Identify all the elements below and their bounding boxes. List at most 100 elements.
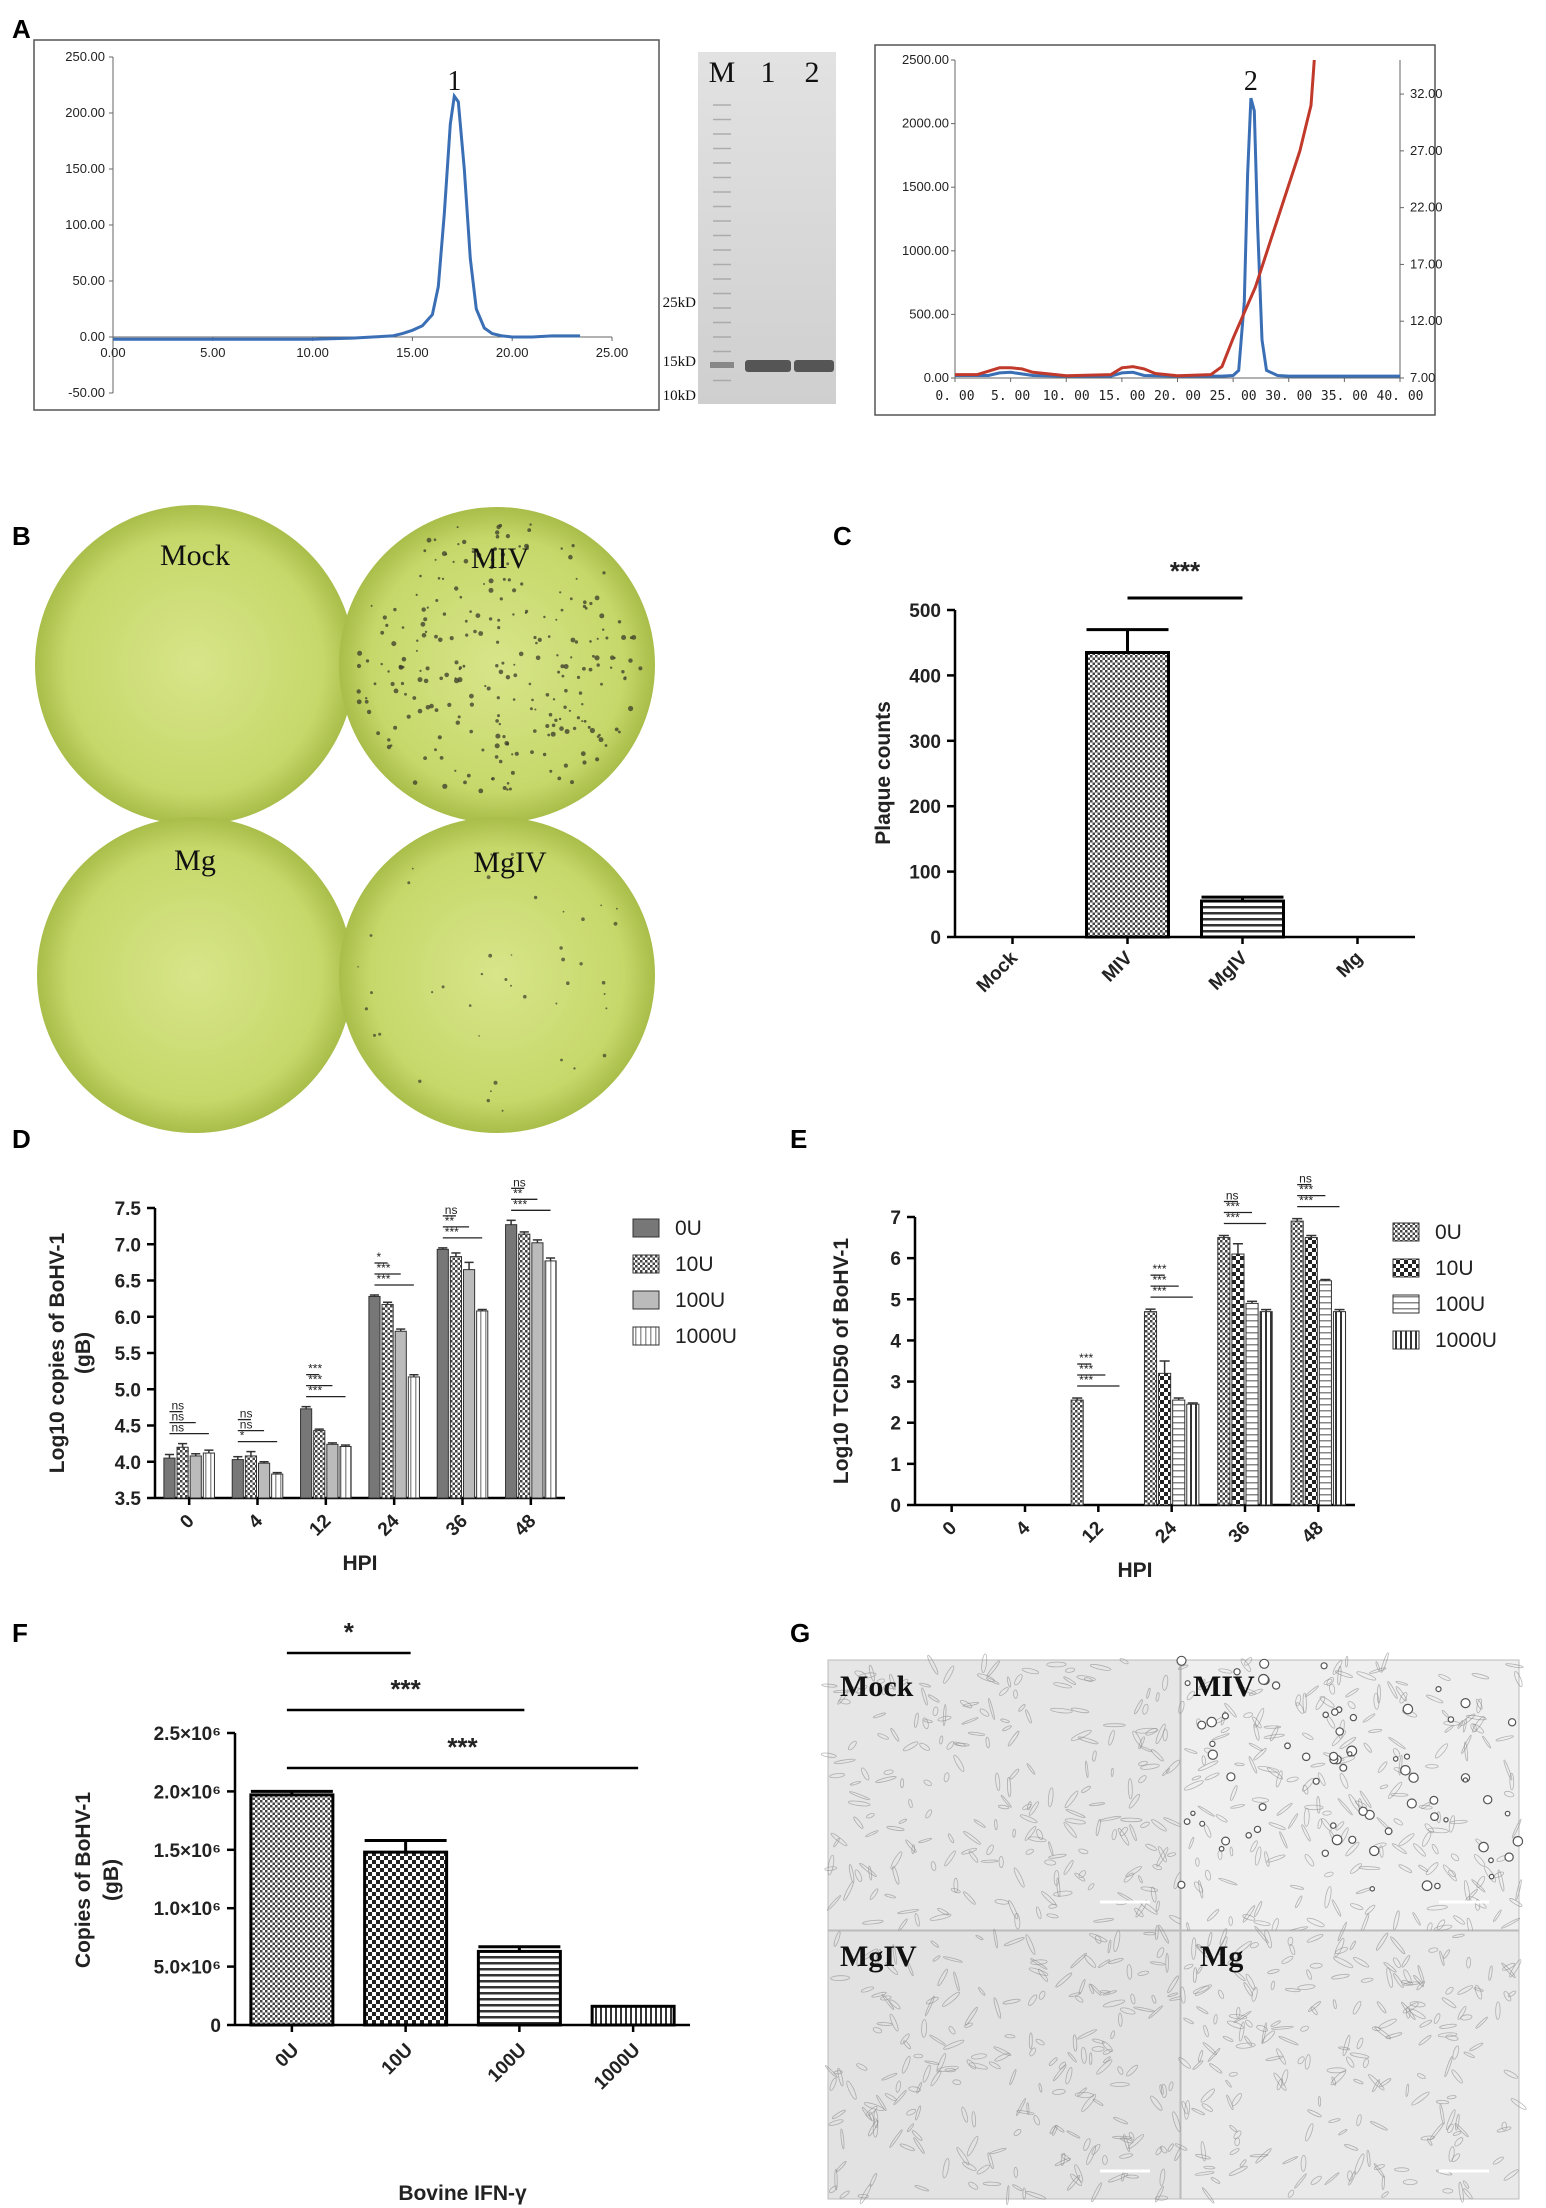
- bar-1000u-48: [1332, 1311, 1347, 1506]
- plaque: [417, 708, 423, 714]
- y-tick-label: 250.00: [65, 49, 105, 64]
- plaque: [592, 654, 595, 658]
- plaque: [469, 702, 474, 707]
- plaque: [525, 609, 529, 614]
- cell: [1188, 1836, 1195, 1850]
- significance-label: ns: [171, 1399, 184, 1413]
- rounded-cell: [1258, 1802, 1267, 1811]
- plaque: [484, 684, 487, 688]
- cell: [1154, 1925, 1159, 1940]
- cell: [1218, 1936, 1228, 1956]
- cell: [1033, 2115, 1040, 2126]
- cell: [1338, 2129, 1348, 2136]
- cell: [830, 1832, 848, 1847]
- cell: [827, 1854, 835, 1876]
- cell: [925, 1809, 933, 1819]
- cell: [1138, 1775, 1147, 1784]
- plaque: [465, 633, 469, 637]
- panel-label-c: C: [833, 521, 852, 551]
- cell: [1201, 2103, 1213, 2112]
- plaque: [434, 634, 438, 639]
- cell: [1276, 2048, 1286, 2065]
- plaque: [442, 612, 447, 616]
- plaque: [531, 698, 534, 702]
- cell: [1338, 2046, 1351, 2051]
- cell: [1040, 1891, 1057, 1906]
- cell: [1360, 1977, 1374, 1983]
- cell: [1102, 2155, 1108, 2165]
- legend-swatch: [632, 1290, 660, 1310]
- cell: [1254, 1925, 1269, 1944]
- cell: [1426, 2138, 1433, 2146]
- cell: [1373, 1692, 1380, 1710]
- cell: [1393, 1818, 1404, 1826]
- cell: [1371, 2026, 1381, 2032]
- cell: [937, 1715, 952, 1722]
- plaque: [561, 674, 565, 678]
- plaque: [502, 786, 507, 790]
- plaque: [468, 1004, 472, 1007]
- cell: [1228, 2014, 1248, 2020]
- cell: [1138, 1760, 1148, 1766]
- bar-1000u: [590, 2004, 676, 2027]
- cell: [1140, 1821, 1150, 1828]
- legend-label: 10U: [675, 1253, 714, 1276]
- plaque: [621, 670, 625, 674]
- cell: [1363, 1742, 1373, 1753]
- cell: [1128, 1793, 1141, 1809]
- cell: [837, 1690, 849, 1705]
- bar-100u-4: [258, 1462, 271, 1499]
- cell: [1132, 1730, 1142, 1746]
- plaque: [437, 735, 442, 740]
- significance-label: ***: [376, 1261, 390, 1275]
- x-tick-label: 48: [1298, 1518, 1328, 1548]
- cell: [997, 1804, 1010, 1810]
- x-tick-label: 10. 00: [1043, 389, 1090, 404]
- legend-swatch: [1392, 1222, 1420, 1242]
- y-tick-label: 7: [890, 1208, 901, 1229]
- cell: [1135, 1727, 1159, 1734]
- cell: [1054, 2125, 1065, 2133]
- cell: [1418, 2034, 1432, 2046]
- plaque: [421, 607, 426, 612]
- rounded-cell: [1176, 1655, 1187, 1666]
- micrograph-label: Mock: [840, 1670, 914, 1703]
- plaque: [495, 664, 499, 668]
- cell: [1008, 1900, 1019, 1920]
- cell: [964, 2006, 978, 2026]
- cell: [1238, 2021, 1245, 2042]
- cell: [1252, 1716, 1262, 1729]
- cell: [1178, 1700, 1185, 1714]
- cell: [886, 1826, 905, 1831]
- cell: [998, 1856, 1004, 1868]
- plaque: [552, 698, 556, 701]
- cell: [930, 1940, 940, 1948]
- cell: [1245, 1973, 1256, 1991]
- plaque: [589, 601, 593, 606]
- plaque: [488, 953, 493, 958]
- cell: [988, 1697, 995, 1720]
- plaque: [471, 550, 475, 553]
- plaque: [369, 934, 373, 937]
- cell: [828, 2119, 844, 2126]
- y-tick-label: 0: [210, 2016, 221, 2037]
- absorbance-line: [955, 97, 1400, 378]
- cell: [1368, 1667, 1387, 1674]
- plaque: [535, 655, 541, 661]
- cell: [1197, 1760, 1219, 1772]
- cell: [1075, 1995, 1084, 2003]
- y-axis-title: Copies of BoHV-1: [72, 1792, 95, 1969]
- plaque: [555, 618, 558, 621]
- plaque: [390, 681, 395, 687]
- cell: [1213, 2014, 1218, 2025]
- cell: [1095, 1818, 1101, 1837]
- cell: [1012, 2184, 1023, 2192]
- cell: [1204, 1772, 1220, 1781]
- cell: [1368, 2073, 1385, 2091]
- cell: [1224, 1702, 1237, 1718]
- cell: [1152, 1864, 1163, 1871]
- y-tick-label: 100: [909, 863, 941, 884]
- plaque: [599, 613, 605, 619]
- plaque: [423, 678, 429, 684]
- x-tick-label: 20. 00: [1154, 389, 1201, 404]
